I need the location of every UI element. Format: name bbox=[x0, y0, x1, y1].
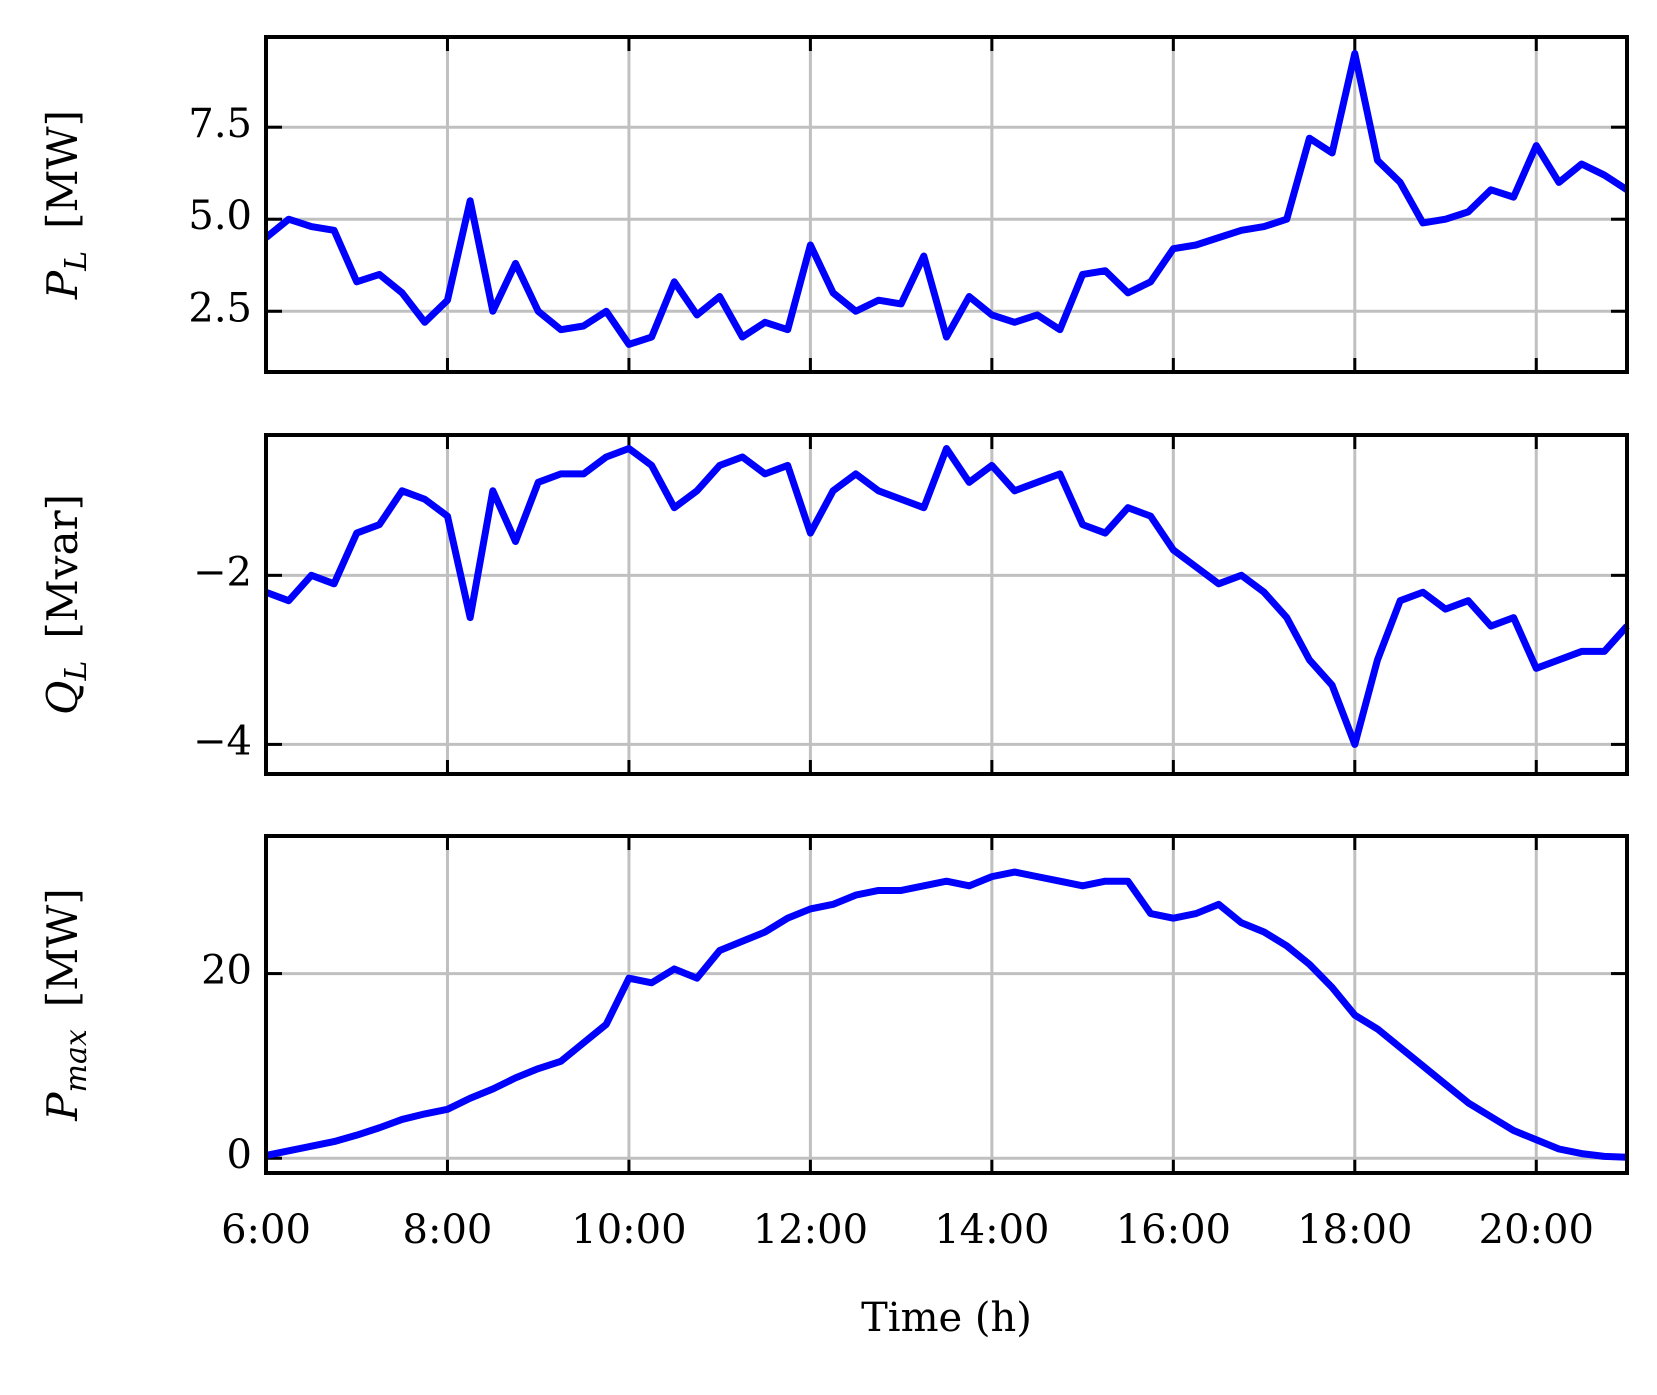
y-tick-label: 5.0 bbox=[188, 193, 252, 239]
y-tick-label: −2 bbox=[193, 549, 252, 595]
y-axis-label: PL [MW] bbox=[38, 110, 94, 300]
x-tick-label: 18:00 bbox=[1297, 1207, 1412, 1253]
y-label-unit: [Mvar] bbox=[38, 494, 87, 639]
y-tick-label: 2.5 bbox=[188, 285, 252, 331]
axes-frame bbox=[264, 433, 1629, 776]
x-tick-label: 8:00 bbox=[403, 1207, 493, 1253]
y-tick-label: 0 bbox=[227, 1132, 252, 1178]
y-label-subscript: L bbox=[59, 251, 94, 272]
y-label-symbol: P bbox=[38, 1092, 87, 1122]
y-axis-label: Pmax [MW] bbox=[38, 888, 94, 1121]
y-tick-label: 7.5 bbox=[188, 101, 252, 147]
panel: 6:00 8:00 10:00 12:00 14:00 16:00 18:00 20:00 0 2… bbox=[38, 834, 1629, 1341]
data-line bbox=[264, 445, 1630, 748]
panel: −4 −2 QL [Mvar] bbox=[38, 433, 1630, 776]
x-tick-label: 12:00 bbox=[753, 1207, 868, 1253]
y-tick-label: 20 bbox=[201, 948, 252, 994]
x-tick-label: 16:00 bbox=[1116, 1207, 1231, 1253]
y-label-symbol: P bbox=[38, 270, 87, 300]
x-tick-label: 6:00 bbox=[221, 1207, 311, 1253]
axes-frame bbox=[264, 834, 1629, 1175]
data-line bbox=[265, 868, 1628, 1161]
y-label-unit: [MW] bbox=[38, 110, 87, 229]
axes-frame bbox=[264, 35, 1629, 374]
y-label-subscript: L bbox=[59, 661, 94, 682]
x-tick-label: 10:00 bbox=[571, 1207, 686, 1253]
y-label-symbol: Q bbox=[38, 681, 87, 715]
y-label-subscript: max bbox=[59, 1029, 94, 1092]
y-tick-label: −4 bbox=[193, 718, 252, 764]
x-axis-label: Time (h) bbox=[861, 1295, 1032, 1341]
data-line bbox=[263, 50, 1629, 348]
x-tick-label: 14:00 bbox=[934, 1207, 1049, 1253]
x-tick-label: 20:00 bbox=[1479, 1207, 1594, 1253]
y-label-unit: [MW] bbox=[38, 888, 87, 1007]
y-axis-label: QL [Mvar] bbox=[38, 494, 94, 715]
panel: 2.5 5.0 7.5 PL [MW] bbox=[38, 35, 1629, 374]
